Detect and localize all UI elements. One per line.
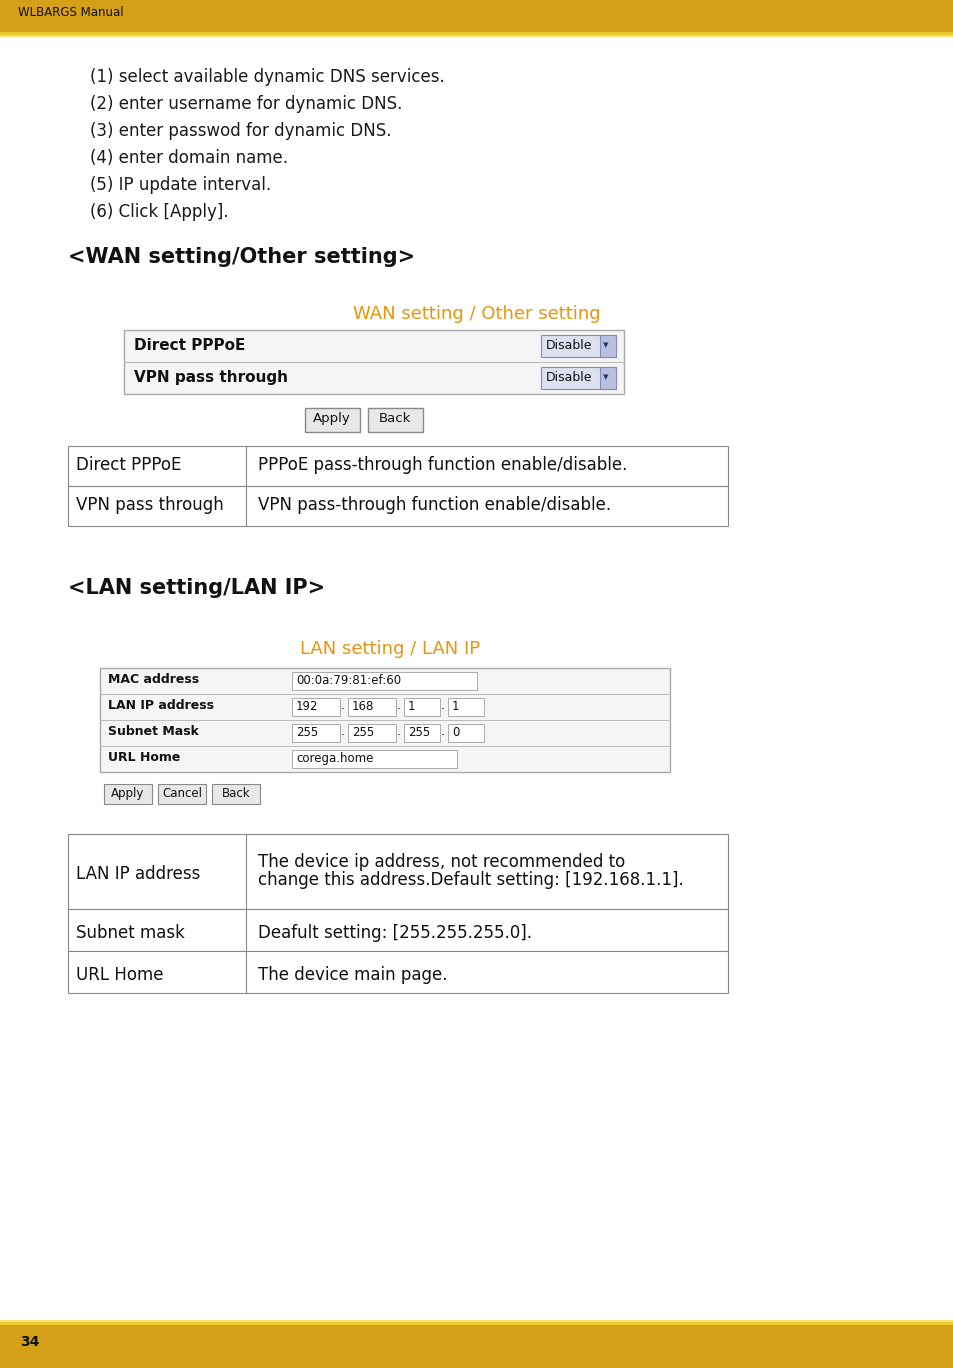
Bar: [68, 908, 727, 951]
Text: Back: Back: [378, 412, 411, 425]
Bar: [0, 31, 953, 36]
Text: (5) IP update interval.: (5) IP update interval.: [90, 176, 271, 194]
Bar: [68, 951, 727, 993]
Bar: [540, 335, 616, 357]
Text: Subnet mask: Subnet mask: [76, 923, 185, 943]
Text: URL Home: URL Home: [108, 751, 180, 763]
Text: WLBARGS Manual: WLBARGS Manual: [18, 5, 124, 19]
Bar: [599, 367, 616, 389]
Bar: [448, 698, 483, 715]
Text: URL Home: URL Home: [76, 966, 163, 984]
Text: corega.home: corega.home: [295, 752, 373, 765]
Text: 168: 168: [352, 700, 374, 713]
Text: Subnet Mask: Subnet Mask: [108, 725, 198, 737]
Text: (6) Click [Apply].: (6) Click [Apply].: [90, 202, 229, 222]
Text: The device ip address, not recommended to: The device ip address, not recommended t…: [257, 854, 624, 871]
Text: Disable: Disable: [545, 371, 592, 384]
Text: (4) enter domain name.: (4) enter domain name.: [90, 149, 288, 167]
Text: LAN IP address: LAN IP address: [108, 699, 213, 711]
Bar: [292, 750, 456, 767]
Bar: [104, 784, 152, 804]
Text: Apply: Apply: [112, 787, 145, 800]
Bar: [212, 784, 260, 804]
Text: change this address.Default setting: [192.168.1.1].: change this address.Default setting: [19…: [257, 871, 683, 889]
Bar: [448, 724, 483, 741]
Text: .: .: [396, 699, 400, 711]
Text: LAN setting / LAN IP: LAN setting / LAN IP: [299, 640, 479, 658]
Text: WAN setting / Other setting: WAN setting / Other setting: [353, 305, 600, 323]
Bar: [292, 672, 476, 689]
Bar: [403, 698, 439, 715]
Bar: [0, 36, 953, 37]
Bar: [305, 408, 359, 432]
Text: LAN IP address: LAN IP address: [76, 865, 200, 882]
Bar: [0, 0, 953, 31]
Text: (2) enter username for dynamic DNS.: (2) enter username for dynamic DNS.: [90, 94, 402, 114]
Bar: [100, 668, 669, 772]
Bar: [348, 698, 395, 715]
Text: Deafult setting: [255.255.255.0].: Deafult setting: [255.255.255.0].: [257, 923, 532, 943]
Text: Direct PPPoE: Direct PPPoE: [76, 456, 181, 473]
Text: 255: 255: [408, 726, 430, 739]
Bar: [68, 446, 727, 486]
Bar: [68, 486, 727, 527]
Text: ▾: ▾: [602, 341, 608, 350]
Text: .: .: [440, 699, 444, 711]
Text: .: .: [396, 725, 400, 737]
Bar: [0, 1326, 953, 1368]
Text: (1) select available dynamic DNS services.: (1) select available dynamic DNS service…: [90, 68, 444, 86]
Text: Apply: Apply: [313, 412, 351, 425]
Bar: [403, 724, 439, 741]
Text: 255: 255: [295, 726, 318, 739]
Text: VPN pass through: VPN pass through: [133, 369, 288, 384]
Text: VPN pass-through function enable/disable.: VPN pass-through function enable/disable…: [257, 497, 611, 514]
Text: Back: Back: [221, 787, 250, 800]
Bar: [292, 698, 339, 715]
Bar: [158, 784, 206, 804]
Text: MAC address: MAC address: [108, 673, 199, 685]
Text: ▾: ▾: [602, 372, 608, 382]
Bar: [368, 408, 422, 432]
Text: 1: 1: [408, 700, 416, 713]
Bar: [0, 1321, 953, 1326]
Text: 0: 0: [452, 726, 459, 739]
Text: <WAN setting/Other setting>: <WAN setting/Other setting>: [68, 248, 415, 267]
Text: Direct PPPoE: Direct PPPoE: [133, 338, 245, 353]
Bar: [0, 1320, 953, 1321]
Text: 192: 192: [295, 700, 318, 713]
Text: Disable: Disable: [545, 339, 592, 352]
Text: <LAN setting/LAN IP>: <LAN setting/LAN IP>: [68, 579, 325, 598]
Bar: [599, 335, 616, 357]
Bar: [124, 330, 623, 394]
Text: The device main page.: The device main page.: [257, 966, 447, 984]
Text: VPN pass through: VPN pass through: [76, 497, 224, 514]
Text: PPPoE pass-through function enable/disable.: PPPoE pass-through function enable/disab…: [257, 456, 627, 473]
Text: .: .: [440, 725, 444, 737]
Text: 00:0a:79:81:ef:60: 00:0a:79:81:ef:60: [295, 674, 400, 687]
Text: (3) enter passwod for dynamic DNS.: (3) enter passwod for dynamic DNS.: [90, 122, 391, 140]
Text: 255: 255: [352, 726, 374, 739]
Bar: [348, 724, 395, 741]
Text: Cancel: Cancel: [162, 787, 202, 800]
Text: .: .: [340, 725, 345, 737]
Bar: [68, 834, 727, 908]
Bar: [540, 367, 616, 389]
Bar: [292, 724, 339, 741]
Text: 34: 34: [20, 1335, 39, 1349]
Text: 1: 1: [452, 700, 459, 713]
Text: .: .: [340, 699, 345, 711]
